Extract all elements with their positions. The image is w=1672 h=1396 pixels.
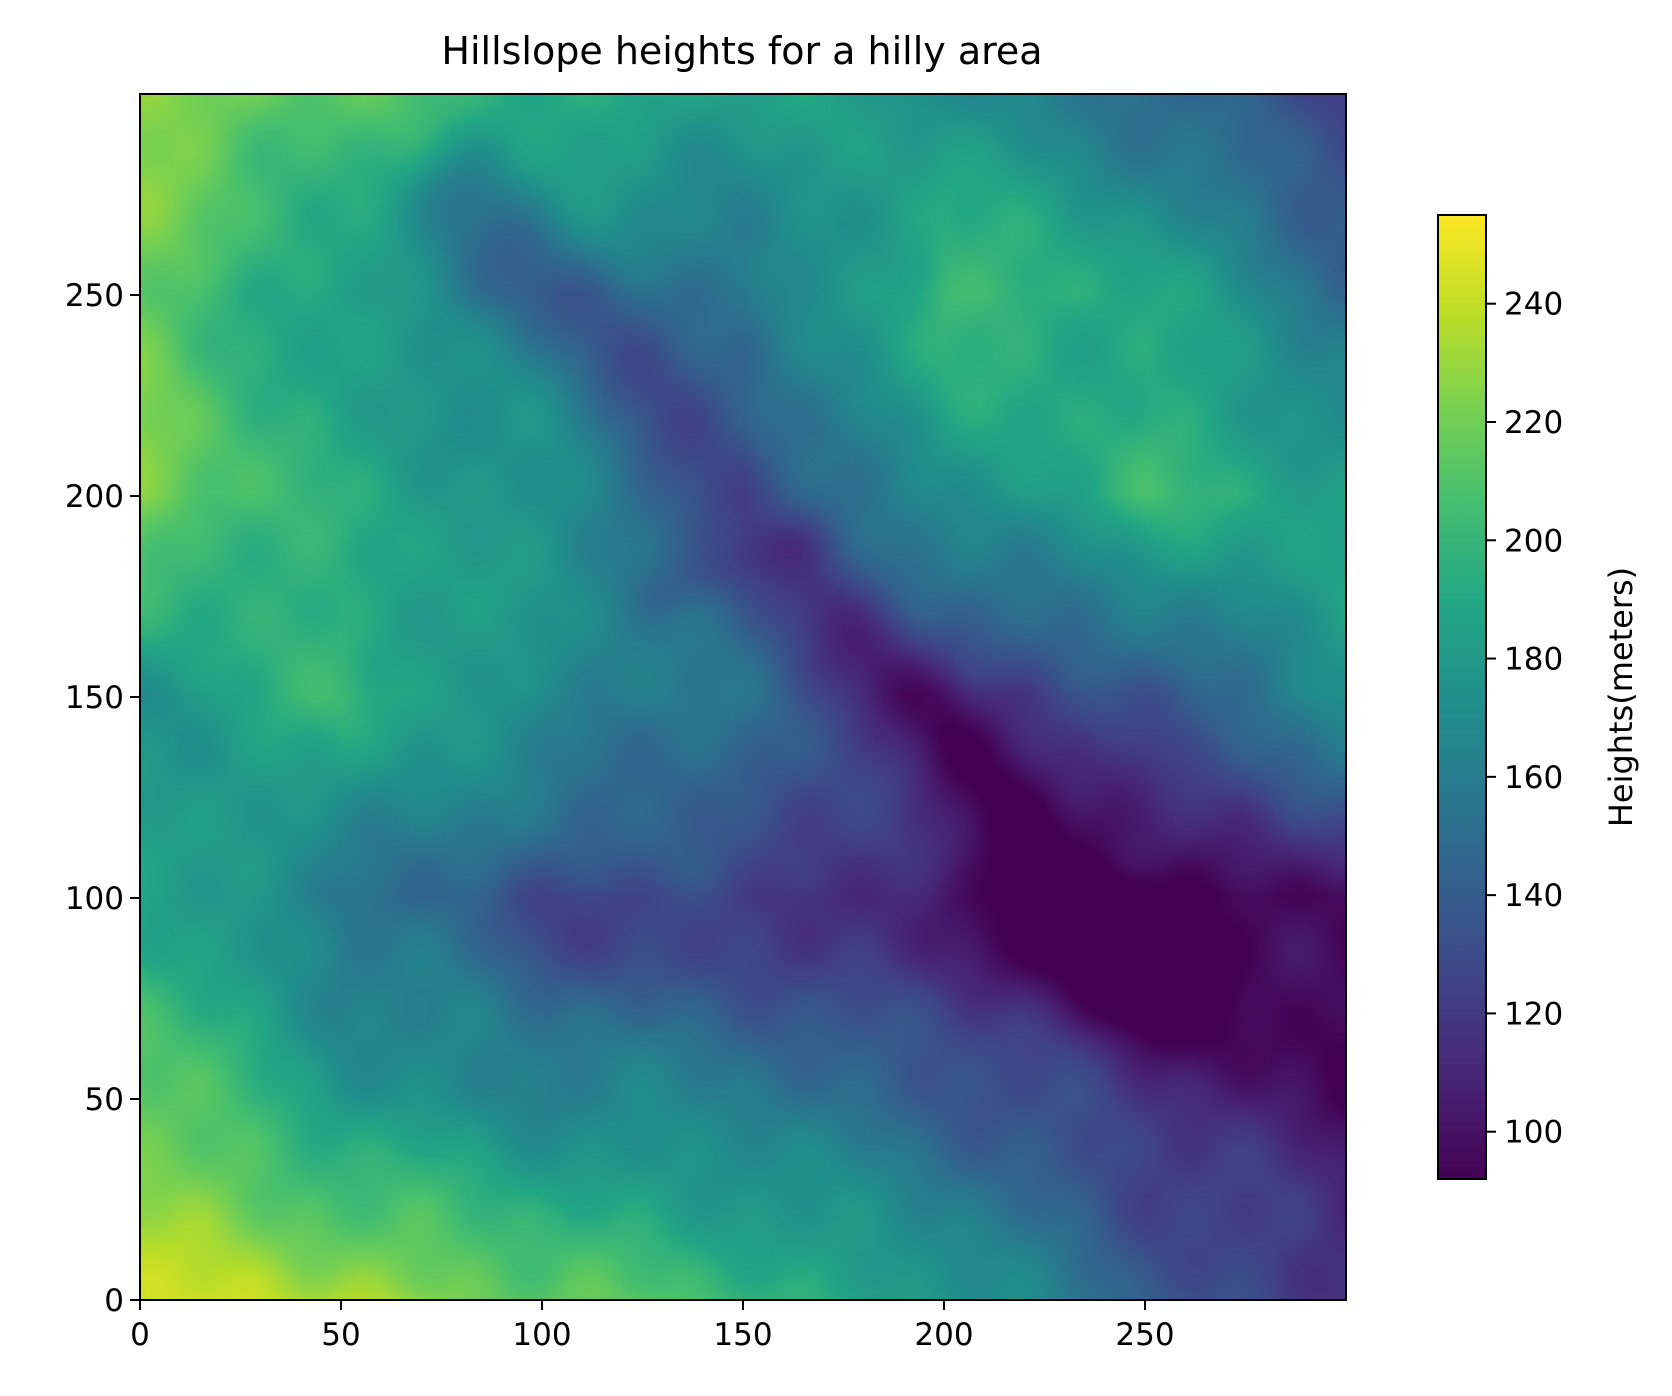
y-axis: 0 50 100 150 200 250	[65, 278, 140, 1319]
colorbar-tick-label: 220	[1504, 405, 1563, 441]
colorbar-label: Heights(meters)	[1602, 567, 1640, 827]
colorbar-tick-label: 100	[1504, 1115, 1563, 1151]
y-tick-label: 250	[65, 278, 124, 314]
colorbar: 100 120 140 160 180 200 220 240 Heights(meters)	[1437, 214, 1640, 1180]
x-tick-label: 150	[713, 1317, 772, 1353]
y-tick-label: 50	[85, 1082, 124, 1118]
x-tick-label: 250	[1115, 1317, 1174, 1353]
colorbar-tick-label: 180	[1504, 642, 1563, 678]
heatmap-image	[140, 94, 1346, 1300]
x-tick-label: 100	[512, 1317, 571, 1353]
colorbar-frame	[1437, 214, 1487, 1180]
y-tick-label: 200	[65, 479, 124, 515]
x-tick-label: 0	[130, 1317, 150, 1353]
chart-title: Hillslope heights for a hilly area	[441, 29, 1042, 73]
y-tick-label: 100	[65, 881, 124, 917]
colorbar-tick-label: 240	[1504, 287, 1563, 323]
colorbar-gradient	[1438, 215, 1486, 1179]
colorbar-tick-label: 140	[1504, 878, 1563, 914]
plot-area: 0 50 100 150 200 250 0 50 100 150 200 250	[65, 93, 1347, 1353]
colorbar-ticks: 100 120 140 160 180 200 220 240	[1486, 287, 1563, 1151]
colorbar-tick-label: 120	[1504, 996, 1563, 1032]
colorbar-tick-label: 200	[1504, 523, 1563, 559]
colorbar-tick-label: 160	[1504, 760, 1563, 796]
y-tick-label: 0	[104, 1283, 124, 1319]
x-tick-label: 200	[914, 1317, 973, 1353]
y-tick-label: 150	[65, 680, 124, 716]
x-axis: 0 50 100 150 200 250	[130, 1300, 1175, 1353]
x-tick-label: 50	[321, 1317, 360, 1353]
